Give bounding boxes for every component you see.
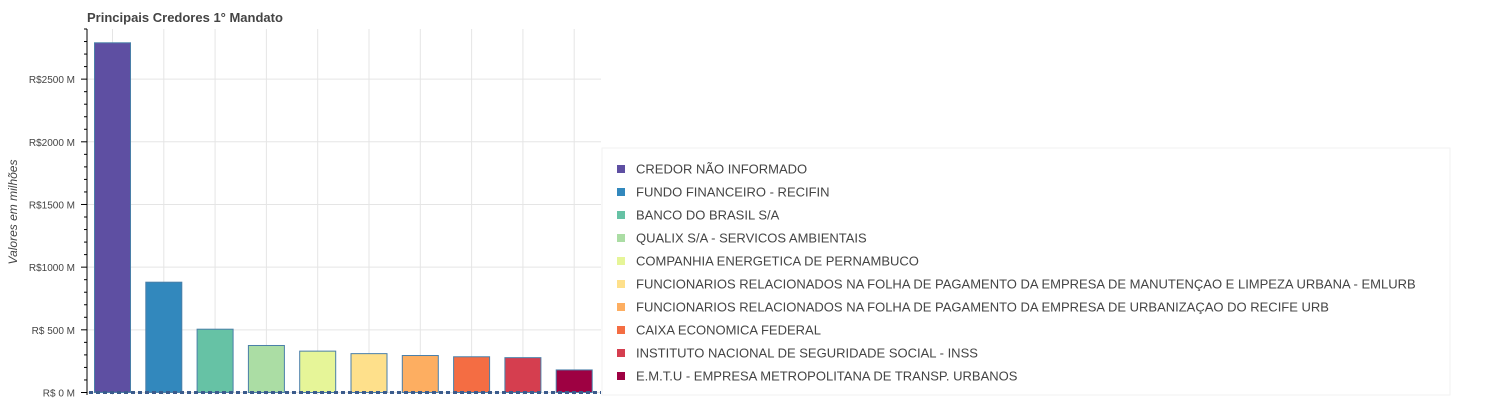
- bar[interactable]: [555, 369, 593, 393]
- y-axis-title: Valores em milhões: [6, 160, 20, 265]
- chart-title: Principais Credores 1° Mandato: [87, 10, 283, 25]
- legend: CREDOR NÃO INFORMADO FUNDO FINANCEIRO - R…: [601, 147, 1451, 396]
- legend-label: COMPANHIA ENERGETICA DE PERNAMBUCO: [636, 254, 919, 269]
- bar[interactable]: [94, 42, 131, 393]
- legend-swatch: [617, 211, 625, 219]
- y-tick-label: R$1000 M: [29, 263, 75, 274]
- legend-swatch: [617, 188, 625, 196]
- legend-swatch: [617, 165, 625, 173]
- legend-label: FUNDO FINANCEIRO - RECIFIN: [636, 185, 830, 200]
- legend-swatch: [617, 257, 625, 265]
- legend-label: FUNCIONARIOS RELACIONADOS NA FOLHA DE PA…: [636, 277, 1416, 292]
- bar[interactable]: [247, 344, 285, 393]
- y-tick-label: R$ 500 M: [32, 326, 75, 337]
- y-tick-label: R$1500 M: [29, 200, 75, 211]
- legend-label: CREDOR NÃO INFORMADO: [636, 162, 807, 177]
- bars: [89, 42, 601, 394]
- legend-label: INSTITUTO NACIONAL DE SEGURIDADE SOCIAL …: [636, 346, 978, 361]
- bar[interactable]: [453, 356, 491, 393]
- legend-label: BANCO DO BRASIL S/A: [636, 208, 780, 223]
- bar[interactable]: [299, 350, 337, 393]
- bar[interactable]: [196, 328, 234, 393]
- bar[interactable]: [350, 353, 388, 393]
- legend-box: [601, 147, 1451, 396]
- legend-swatch: [617, 234, 625, 242]
- y-tick-label: R$ 0 M: [43, 388, 75, 399]
- bar[interactable]: [145, 281, 183, 393]
- legend-swatch: [617, 372, 625, 380]
- legend-swatch: [617, 349, 625, 357]
- legend-swatch: [617, 303, 625, 311]
- y-axis: R$ 0 M R$ 500 M R$1000 M R$1500 M R$2000 M R$…: [29, 28, 88, 399]
- y-tick-label: R$2000 M: [29, 138, 75, 149]
- legend-label: CAIXA ECONOMICA FEDERAL: [636, 323, 821, 338]
- legend-label: FUNCIONARIOS RELACIONADOS NA FOLHA DE PA…: [636, 300, 1329, 315]
- legend-label: E.M.T.U - EMPRESA METROPOLITANA DE TRANS…: [636, 369, 1018, 384]
- legend-swatch: [617, 326, 625, 334]
- legend-swatch: [617, 280, 625, 288]
- y-tick-label: R$2500 M: [29, 75, 75, 86]
- bar[interactable]: [401, 355, 439, 393]
- bar[interactable]: [504, 357, 542, 393]
- legend-label: QUALIX S/A - SERVICOS AMBIENTAIS: [636, 231, 867, 246]
